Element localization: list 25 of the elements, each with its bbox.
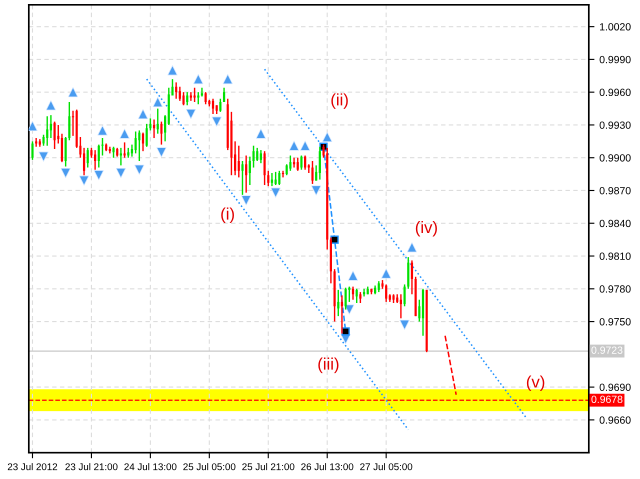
annotation: (ii) (331, 93, 348, 109)
y-tick-label: 0.9990 (600, 56, 631, 64)
y-tick-label: 0.9690 (600, 384, 631, 391)
y-tick-label: 0.9840 (600, 220, 631, 228)
x-tick-label: 26 Jul 13:00 (301, 463, 354, 470)
y-tick-label: 0.9900 (600, 154, 631, 162)
x-tick-label: 24 Jul 13:00 (124, 463, 176, 470)
y-tick-label: 0.9780 (600, 285, 631, 293)
annotation: (v) (526, 375, 544, 391)
y-tick-label: 0.9930 (600, 121, 631, 129)
y-tick-label: 1.0020 (600, 23, 631, 31)
x-tick-label: 23 Jul 21:00 (65, 463, 118, 470)
annotation: (i) (221, 208, 234, 224)
annotation: (iii) (318, 358, 338, 374)
y-tick-label: 0.9960 (600, 88, 631, 96)
y-tick-label: 0.9810 (600, 252, 631, 260)
y-tick-label: 0.9660 (600, 416, 631, 424)
x-tick-label: 25 Jul 05:00 (183, 463, 236, 470)
x-tick-label: 25 Jul 21:00 (242, 463, 294, 470)
annotation: (iv) (416, 220, 437, 236)
y-tick-label: 0.9870 (600, 186, 631, 194)
x-tick-label: 23 Jul 2012 (8, 463, 58, 470)
y-tick-label: 0.9750 (600, 318, 631, 326)
x-tick-label: 27 Jul 05:00 (360, 463, 412, 470)
ref-line-label: 0.9678 (591, 396, 622, 404)
